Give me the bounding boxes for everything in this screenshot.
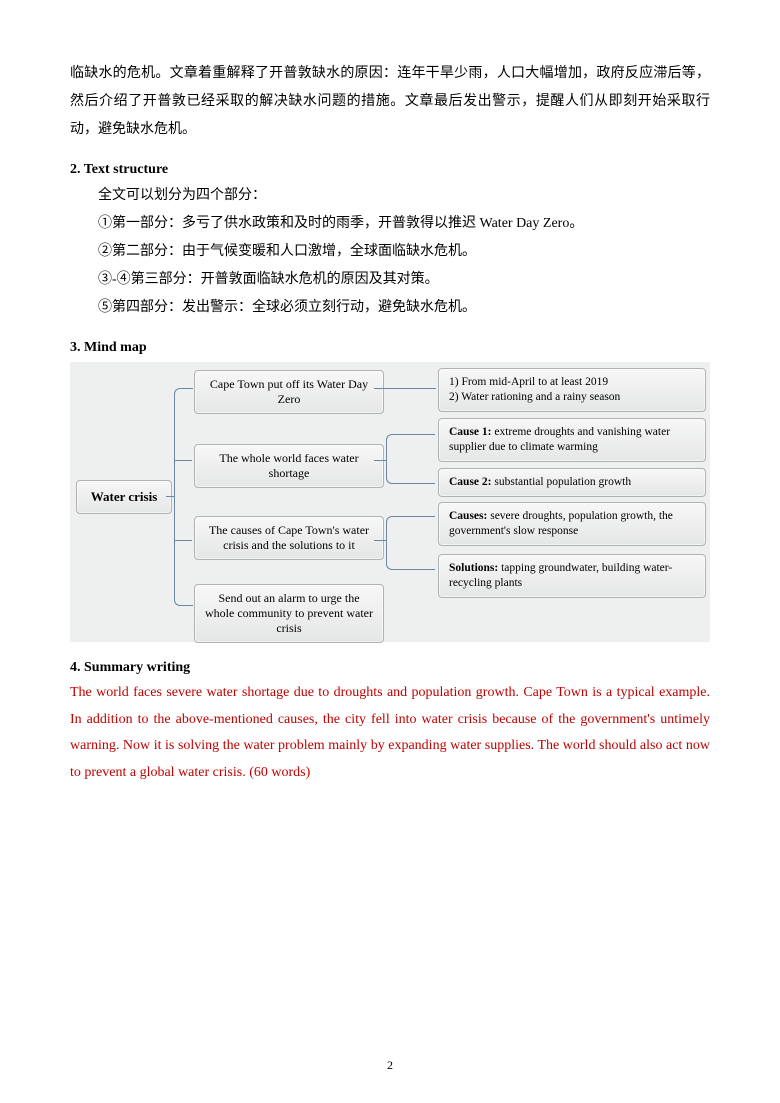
text-structure-title: 2. Text structure: [70, 162, 710, 178]
page-container: 临缺水的危机。文章着重解释了开普敦缺水的原因：连年干旱少雨，人口大幅增加，政府反…: [0, 0, 780, 826]
intro-paragraph: 临缺水的危机。文章着重解释了开普敦缺水的原因：连年干旱少雨，人口大幅增加，政府反…: [70, 60, 710, 144]
mindmap-branch: The whole world faces water shortage: [194, 444, 384, 488]
text-structure-item: ①第一部分：多亏了供水政策和及时的雨季，开普敦得以推迟 Water Day Ze…: [70, 210, 710, 238]
text-structure-item: ⑤第四部分：发出警示：全球必须立刻行动，避免缺水危机。: [70, 294, 710, 322]
mindmap-branch: Send out an alarm to urge the whole comm…: [194, 584, 384, 643]
mind-map-container: Water crisis Cape Town put off its Water…: [70, 362, 710, 642]
connector: [374, 460, 386, 461]
mindmap-leaf: Solutions: tapping groundwater, building…: [438, 554, 706, 598]
mindmap-branch: The causes of Cape Town's water crisis a…: [194, 516, 384, 560]
connector: [166, 496, 174, 497]
text-structure-item: ③-④第三部分：开普敦面临缺水危机的原因及其对策。: [70, 266, 710, 294]
mind-map-title: 3. Mind map: [70, 340, 710, 356]
summary-text: The world faces severe water shortage du…: [70, 680, 710, 786]
connector: [174, 388, 193, 606]
connector: [374, 540, 386, 541]
mindmap-leaf: Cause 1: extreme droughts and vanishing …: [438, 418, 706, 462]
connector: [374, 388, 436, 389]
mindmap-leaf: 1) From mid-April to at least 2019 2) Wa…: [438, 368, 706, 412]
leaf-text: substantial population growth: [494, 476, 631, 488]
mindmap-branch: Cape Town put off its Water Day Zero: [194, 370, 384, 414]
connector: [386, 434, 435, 484]
connector: [174, 460, 192, 461]
mindmap-leaf: Causes: severe droughts, population grow…: [438, 502, 706, 546]
connector: [386, 516, 435, 570]
summary-title: 4. Summary writing: [70, 660, 710, 676]
text-structure-item: ②第二部分：由于气候变暖和人口激增，全球面临缺水危机。: [70, 238, 710, 266]
text-structure-intro: 全文可以划分为四个部分：: [70, 182, 710, 210]
mindmap-leaf: Cause 2: substantial population growth: [438, 468, 706, 497]
mindmap-root: Water crisis: [76, 480, 172, 514]
connector: [174, 540, 192, 541]
page-number: 2: [387, 1058, 393, 1073]
